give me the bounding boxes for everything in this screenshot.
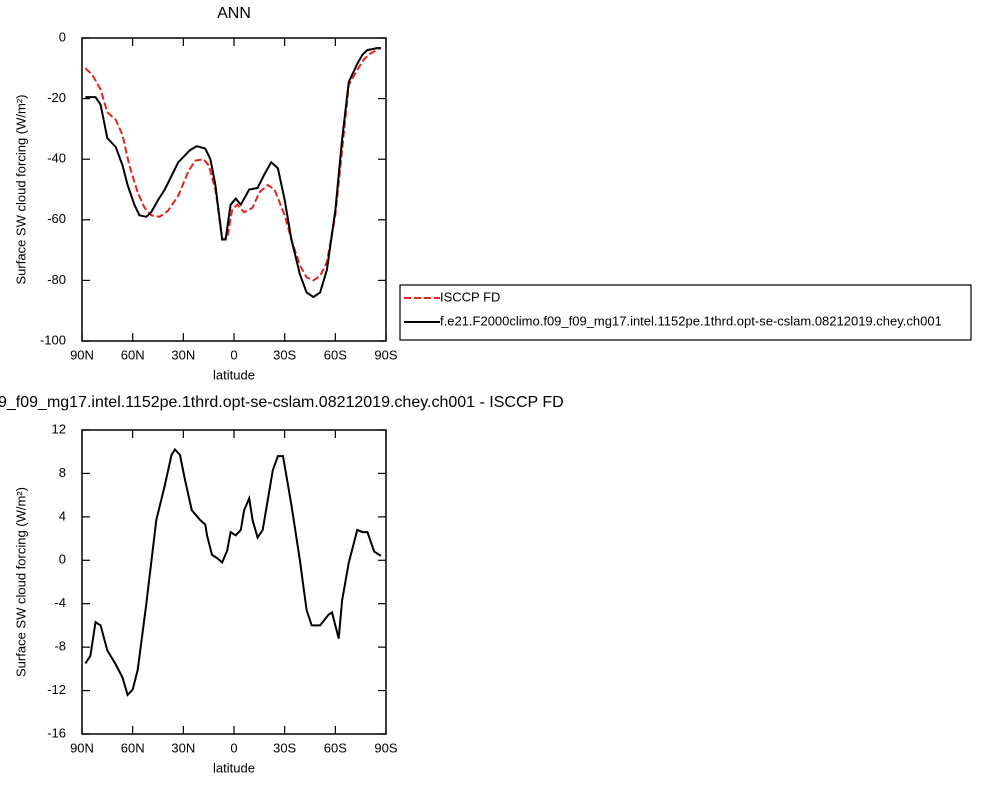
y-tick-label: 0	[59, 552, 66, 567]
y-tick-label: -20	[47, 90, 66, 105]
x-tick-label: 30N	[171, 347, 195, 362]
chart-title: ANN	[217, 5, 251, 22]
x-tick-label: 30S	[273, 347, 296, 362]
legend-label: f.e21.F2000climo.f09_f09_mg17.intel.1152…	[440, 313, 942, 328]
x-tick-label: 90N	[70, 347, 94, 362]
x-tick-label: 90N	[70, 740, 94, 755]
x-tick-label: 60N	[121, 740, 145, 755]
y-axis-label: Surface SW cloud forcing (W/m²)	[13, 487, 28, 677]
y-tick-label: -60	[47, 211, 66, 226]
y-tick-label: -40	[47, 151, 66, 166]
plot-frame	[81, 429, 387, 735]
plot: 12 8 4 0 -4 -8 -12 -16 90N 60N 30N 0 30S 60S 90S latitu…	[13, 421, 397, 775]
y-tick-label: -16	[47, 725, 66, 740]
legend: ISCCP FD f.e21.F2000climo.f09_f09_mg17.in…	[399, 284, 972, 341]
x-axis-label: latitude	[213, 367, 255, 382]
x-tick-label: 60S	[324, 740, 347, 755]
y-axis-label: Surface SW cloud forcing (W/m²)	[13, 95, 28, 285]
y-tick-label: -12	[47, 682, 66, 697]
x-tick-label: 90S	[374, 740, 397, 755]
plot: 0 -20 -40 -60 -80 -100 90N 60N 30N 0 30S 60S 90S lati…	[13, 29, 397, 382]
x-tick-label: 60S	[324, 347, 347, 362]
x-tick-label: 0	[230, 347, 237, 362]
legend-label: ISCCP FD	[440, 289, 500, 304]
x-tick-label: 90S	[374, 347, 397, 362]
y-tick-label: 12	[52, 421, 66, 436]
y-tick-label: 0	[59, 29, 66, 44]
data-line	[84, 447, 382, 697]
data-line	[84, 47, 382, 282]
data-line	[85, 47, 381, 299]
x-tick-label: 0	[230, 740, 237, 755]
x-axis-label: latitude	[213, 760, 255, 775]
y-tick-label: -4	[54, 595, 66, 610]
chart-title: 9_f09_mg17.intel.1152pe.1thrd.opt-se-csl…	[0, 394, 564, 411]
y-tick-label: 8	[59, 465, 66, 480]
y-tick-label: -80	[47, 272, 66, 287]
x-tick-label: 30N	[171, 740, 195, 755]
y-tick-label: -100	[40, 332, 66, 347]
plot-frame	[81, 37, 387, 342]
legend-box	[399, 284, 972, 341]
x-tick-label: 30S	[273, 740, 296, 755]
x-tick-label: 60N	[121, 347, 145, 362]
y-tick-label: -8	[54, 639, 66, 654]
y-tick-label: 4	[59, 508, 66, 523]
